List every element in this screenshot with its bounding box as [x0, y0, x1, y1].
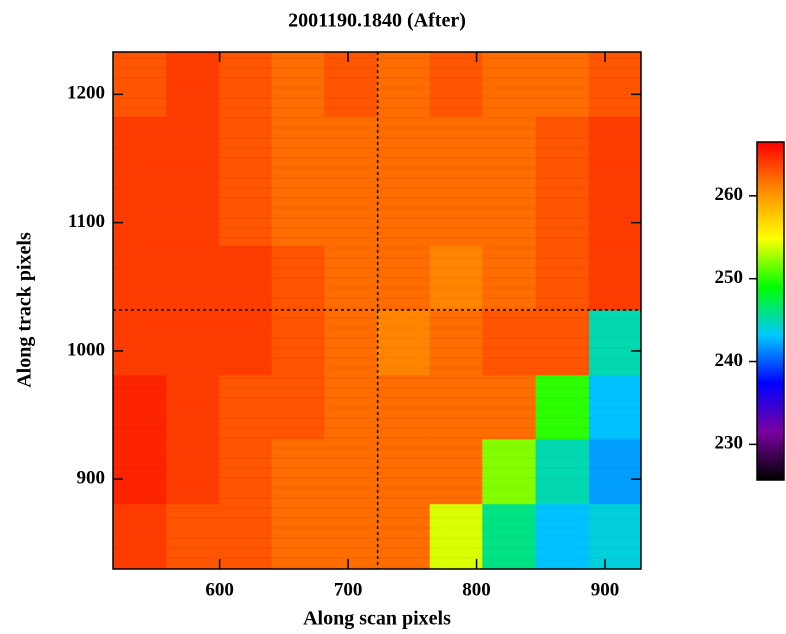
heat-cell: [377, 504, 431, 570]
colorbar: [756, 141, 785, 481]
x-tick-label: 900: [591, 579, 620, 600]
heat-cell: [218, 181, 273, 247]
x-axis-label: Along scan pixels: [303, 608, 451, 630]
heat-cell: [535, 504, 590, 570]
heat-cell: [482, 245, 537, 311]
heat-cell: [324, 439, 378, 505]
heat-cell: [324, 245, 378, 311]
heat-cell: [113, 310, 167, 376]
heat-cell: [535, 310, 590, 376]
heat-cell: [535, 116, 590, 183]
heat-cell: [429, 375, 483, 440]
heat-cell: [377, 375, 431, 440]
heat-cell: [482, 439, 537, 505]
heat-cell: [377, 181, 431, 247]
heat-cell: [218, 504, 273, 570]
heat-cell: [271, 310, 325, 376]
heat-cell: [218, 245, 273, 311]
heat-cell: [377, 116, 431, 183]
heat-cell: [271, 504, 325, 570]
heat-cell: [113, 52, 167, 118]
y-axis-label: Along track pixels: [14, 232, 36, 388]
y-tick-label: 900: [77, 468, 106, 489]
heat-cell: [271, 439, 325, 505]
heat-cell: [113, 504, 167, 570]
heat-cell: [324, 181, 378, 247]
heat-cell: [482, 504, 537, 570]
heat-cell: [588, 375, 642, 440]
heat-cell: [588, 439, 642, 505]
heat-cell: [377, 439, 431, 505]
heat-cell: [271, 52, 325, 118]
heat-cell: [166, 116, 220, 183]
heat-cell: [166, 245, 220, 311]
heat-cell: [429, 310, 483, 376]
heat-cell: [588, 52, 642, 118]
heat-cell: [482, 375, 537, 440]
y-tick-label: 1000: [67, 339, 105, 360]
heat-cell: [482, 181, 537, 247]
heat-cell: [271, 245, 325, 311]
heat-cell: [535, 52, 590, 118]
chart-title: 2001190.1840 (After): [288, 10, 466, 32]
heat-cell: [113, 181, 167, 247]
colorbar-tick-label: 250: [715, 267, 744, 288]
colorbar-tick-label: 260: [715, 184, 744, 205]
heat-cell: [429, 439, 483, 505]
heat-cell: [324, 52, 378, 118]
heat-cell: [113, 375, 167, 440]
heat-cell: [482, 116, 537, 183]
heat-cell: [482, 52, 537, 118]
heat-cell: [166, 504, 220, 570]
heat-cell: [535, 439, 590, 505]
heat-cell: [588, 504, 642, 570]
heat-cell: [429, 181, 483, 247]
heat-cell: [588, 310, 642, 376]
heat-cell: [271, 116, 325, 183]
x-tick-label: 600: [205, 579, 234, 600]
heat-cell: [377, 310, 431, 376]
heat-cell: [324, 375, 378, 440]
heat-cell: [588, 116, 642, 183]
heat-cell: [588, 245, 642, 311]
heat-cell: [166, 181, 220, 247]
heat-cell: [429, 52, 483, 118]
colorbar-tick-label: 240: [715, 350, 744, 371]
heat-cell: [218, 116, 273, 183]
y-tick-label: 1200: [67, 83, 105, 104]
heat-cell: [218, 439, 273, 505]
x-tick-label: 700: [334, 579, 363, 600]
heat-cell: [535, 245, 590, 311]
heat-cell: [377, 52, 431, 118]
heat-cell: [429, 504, 483, 570]
heat-cell: [218, 52, 273, 118]
heat-cell: [535, 375, 590, 440]
heat-cell: [113, 116, 167, 183]
heat-cell: [166, 439, 220, 505]
heat-cell: [377, 245, 431, 311]
heat-cell: [271, 181, 325, 247]
heat-cell: [166, 375, 220, 440]
heat-cell: [588, 181, 642, 247]
heat-cell: [324, 310, 378, 376]
heat-cell: [429, 245, 483, 311]
heat-cell: [429, 116, 483, 183]
heat-cell: [166, 310, 220, 376]
y-tick-label: 1100: [68, 211, 105, 232]
heat-cell: [218, 310, 273, 376]
heat-cell: [218, 375, 273, 440]
heat-cell: [113, 245, 167, 311]
x-tick-label: 800: [462, 579, 491, 600]
heat-cell: [482, 310, 537, 376]
heat-cell: [166, 52, 220, 118]
heat-cell: [324, 504, 378, 570]
heat-cell: [113, 439, 167, 505]
heat-cell: [324, 116, 378, 183]
heat-cell: [535, 181, 590, 247]
colorbar-tick-label: 230: [715, 433, 744, 454]
heat-cell: [271, 375, 325, 440]
